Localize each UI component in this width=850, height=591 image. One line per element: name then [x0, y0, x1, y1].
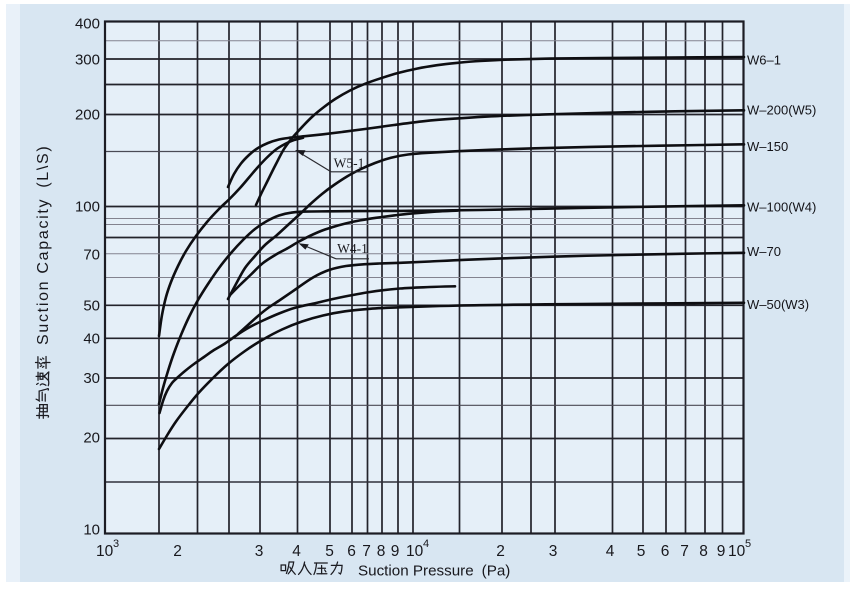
svg-text:70: 70	[83, 246, 100, 263]
svg-text:50: 50	[83, 298, 100, 315]
svg-text:2: 2	[496, 543, 505, 560]
svg-text:10: 10	[83, 522, 100, 539]
svg-text:40: 40	[83, 330, 100, 347]
svg-text:4: 4	[423, 538, 429, 550]
svg-text:W–200(W5): W–200(W5)	[747, 103, 816, 118]
svg-text:W6–1: W6–1	[747, 53, 781, 68]
svg-text:100: 100	[75, 199, 100, 216]
svg-text:7: 7	[680, 543, 689, 560]
svg-text:5: 5	[745, 538, 751, 550]
svg-text:6: 6	[661, 543, 670, 560]
svg-text:W4-1: W4-1	[337, 241, 368, 256]
svg-text:W–70: W–70	[747, 244, 781, 259]
svg-text:8: 8	[377, 543, 386, 560]
svg-text:7: 7	[362, 543, 371, 560]
svg-text:9: 9	[717, 543, 726, 560]
svg-text:8: 8	[699, 543, 708, 560]
svg-text:W–50(W3): W–50(W3)	[747, 297, 809, 312]
svg-text:3: 3	[113, 538, 119, 550]
svg-text:4: 4	[292, 543, 301, 560]
svg-text:Suction Pressure(Pa): Suction Pressure (Pa)	[358, 563, 510, 580]
svg-text:3: 3	[549, 543, 558, 560]
svg-text:200: 200	[75, 107, 100, 124]
svg-text:9: 9	[391, 543, 400, 560]
svg-text:400: 400	[75, 15, 100, 32]
svg-text:Suction Capacity(L\S): Suction Capacity(L\S)	[35, 145, 52, 345]
svg-text:5: 5	[637, 543, 646, 560]
svg-text:4: 4	[606, 543, 615, 560]
svg-text:10: 10	[406, 543, 424, 560]
svg-text:300: 300	[75, 52, 100, 69]
svg-text:10: 10	[728, 543, 746, 560]
svg-text:30: 30	[83, 370, 100, 387]
svg-text:W5-1: W5-1	[334, 156, 365, 171]
svg-text:5: 5	[325, 543, 334, 560]
svg-text:W–100(W4): W–100(W4)	[747, 200, 816, 215]
svg-text:20: 20	[83, 430, 100, 447]
svg-text:6: 6	[347, 543, 356, 560]
svg-text:2: 2	[173, 543, 182, 560]
svg-text:3: 3	[255, 543, 264, 560]
svg-text:10: 10	[96, 543, 114, 560]
svg-text:W–150: W–150	[747, 139, 788, 154]
